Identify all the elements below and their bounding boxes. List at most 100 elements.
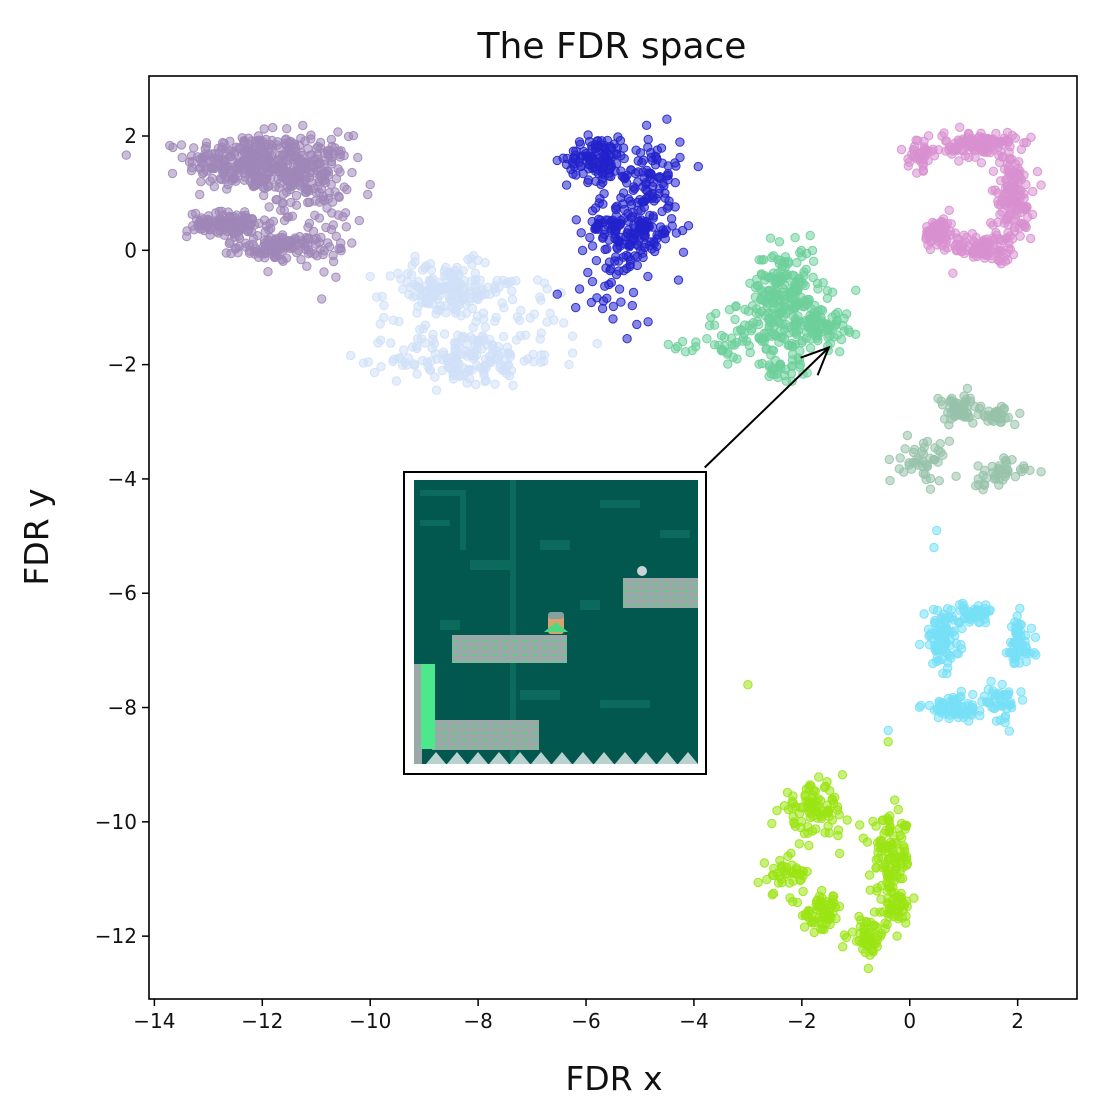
data-point (730, 314, 740, 325)
data-point (266, 223, 276, 234)
x-tick-label: −10 (349, 1009, 391, 1033)
data-point (418, 286, 429, 296)
data-point (323, 149, 333, 159)
data-point (619, 153, 629, 164)
data-point (799, 922, 810, 932)
data-point (876, 894, 886, 904)
inset-bg-pattern (420, 490, 460, 496)
data-point (207, 173, 218, 184)
data-point (827, 322, 837, 332)
data-point (940, 225, 950, 235)
data-point (794, 808, 805, 819)
data-point (663, 339, 673, 350)
data-point (376, 362, 386, 372)
data-point (314, 213, 325, 223)
data-point (268, 122, 278, 133)
data-point (262, 239, 273, 249)
data-point (244, 167, 255, 178)
data-point (932, 656, 942, 667)
data-point (562, 153, 572, 164)
data-point (1026, 132, 1036, 143)
data-point (765, 233, 776, 243)
data-point (611, 269, 622, 280)
data-point (291, 171, 301, 181)
data-point (333, 127, 343, 137)
data-point (930, 644, 940, 655)
data-point (446, 271, 456, 282)
inset-spike (552, 752, 572, 764)
inset-wall (414, 664, 422, 764)
data-point (279, 205, 289, 216)
data-point (608, 314, 618, 324)
data-point (574, 284, 585, 294)
data-point (791, 330, 802, 340)
data-point (975, 617, 985, 627)
data-point (412, 334, 423, 344)
data-point (535, 334, 545, 344)
data-point (623, 194, 634, 204)
data-point (868, 816, 878, 827)
data-point (968, 418, 978, 428)
data-point (952, 648, 962, 658)
data-point (499, 303, 509, 313)
data-point (911, 135, 921, 145)
x-tick-label: −12 (241, 1009, 283, 1033)
data-point (275, 165, 285, 176)
data-point (932, 525, 942, 536)
inset-bg-pattern (580, 600, 600, 610)
data-point (871, 863, 881, 873)
data-point (272, 140, 283, 150)
data-point (814, 772, 824, 782)
data-point (901, 918, 911, 928)
series-5 (884, 383, 1046, 495)
data-point (909, 444, 920, 455)
data-point (771, 331, 781, 341)
data-point (938, 450, 948, 460)
data-point (777, 287, 788, 298)
data-point (988, 412, 998, 422)
data-point (787, 376, 797, 386)
data-point (312, 154, 322, 164)
data-point (870, 921, 880, 931)
data-point (781, 309, 791, 319)
data-point (512, 312, 523, 322)
data-point (298, 120, 308, 131)
y-axis-ticks: 2 0 −2 −4 −6 −8 −10 −12 (95, 124, 149, 948)
data-point (851, 329, 861, 339)
data-point (923, 131, 934, 141)
data-point (956, 640, 966, 650)
data-point (993, 255, 1003, 265)
data-point (971, 481, 981, 491)
data-point (420, 263, 430, 273)
data-point (1013, 621, 1023, 631)
data-point (775, 359, 786, 369)
data-point (470, 268, 480, 278)
data-point (632, 319, 642, 330)
data-point (564, 359, 574, 370)
data-point (806, 334, 816, 344)
data-point (884, 899, 894, 909)
data-point (465, 293, 475, 303)
data-point (809, 308, 819, 318)
data-point (738, 332, 749, 343)
x-tick-label: −6 (571, 1009, 600, 1033)
data-point (443, 362, 453, 372)
data-point (788, 341, 798, 352)
data-point (779, 333, 790, 344)
data-point (439, 329, 450, 339)
data-point (1008, 196, 1018, 207)
inset-player-hat (548, 612, 564, 619)
data-point (1006, 210, 1016, 220)
data-point (774, 237, 785, 247)
data-point (995, 157, 1005, 168)
data-point (464, 365, 474, 375)
data-point (1015, 464, 1026, 475)
data-point (303, 222, 313, 232)
data-point (598, 155, 608, 166)
data-point (629, 182, 639, 192)
data-point (470, 279, 480, 290)
data-point (643, 142, 653, 152)
inset-level-scene (414, 480, 698, 764)
data-point (773, 878, 784, 888)
data-point (949, 626, 959, 636)
